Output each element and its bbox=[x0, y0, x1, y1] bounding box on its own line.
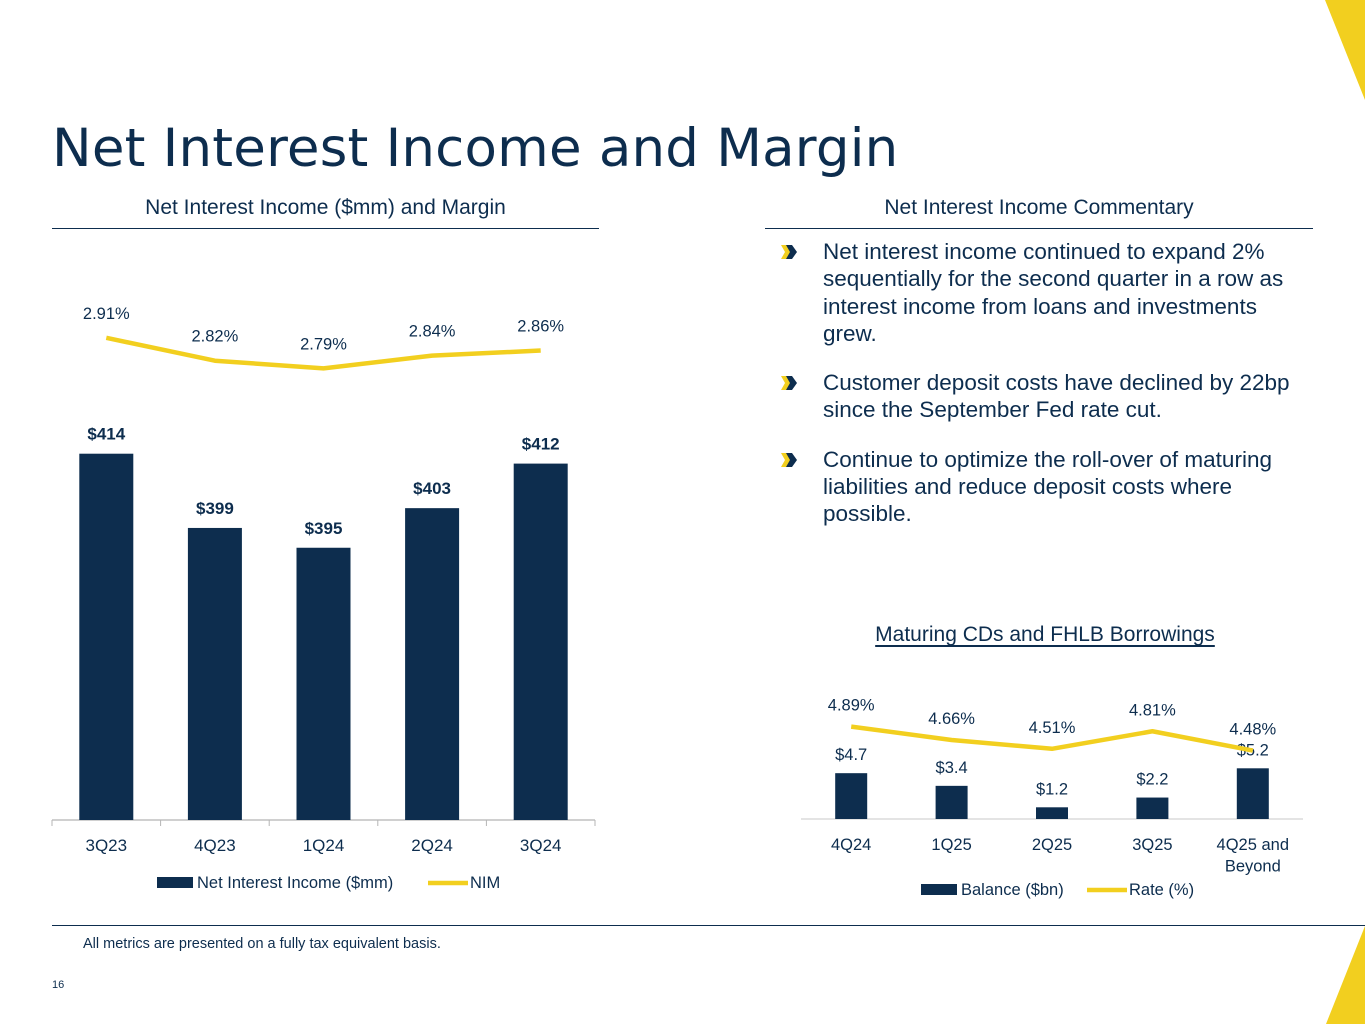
maturing-chart-title: Maturing CDs and FHLB Borrowings bbox=[765, 623, 1325, 647]
x-tick-label-line: 3Q25 bbox=[1132, 836, 1172, 854]
bar bbox=[835, 773, 868, 819]
x-tick-label-line: 4Q24 bbox=[831, 836, 871, 854]
commentary-list: Net interest income continued to expand … bbox=[778, 238, 1308, 550]
x-tick-label: 1Q25 bbox=[931, 836, 971, 854]
bar-value-label: $403 bbox=[413, 479, 451, 498]
legend-bar-label: Balance ($bn) bbox=[961, 881, 1064, 899]
bar-value-label: $4.7 bbox=[835, 746, 867, 764]
bar bbox=[405, 508, 460, 820]
x-tick-label: 4Q25 and Beyond bbox=[1217, 836, 1289, 876]
legend-bar-label: Net Interest Income ($mm) bbox=[197, 874, 393, 892]
x-tick-label-line: 4Q23 bbox=[194, 836, 236, 855]
legend-bar-swatch bbox=[921, 884, 957, 895]
line-value-label: 2.91% bbox=[83, 305, 130, 323]
line-value-label: 2.86% bbox=[517, 318, 564, 336]
line-value-label: 2.82% bbox=[192, 328, 239, 346]
x-tick-label: 3Q25 bbox=[1132, 836, 1172, 854]
x-tick-label-line: 1Q25 bbox=[931, 836, 971, 854]
commentary-item: Customer deposit costs have declined by … bbox=[778, 369, 1308, 424]
bar bbox=[1036, 807, 1068, 819]
bar bbox=[1236, 768, 1269, 819]
bar bbox=[1136, 797, 1169, 819]
x-tick-label: 3Q24 bbox=[520, 836, 562, 855]
x-tick-label-line: Beyond bbox=[1225, 858, 1281, 876]
x-tick-label: 2Q25 bbox=[1032, 836, 1072, 854]
bar bbox=[513, 463, 568, 820]
page-number: 16 bbox=[52, 979, 65, 991]
legend-line-label: Rate (%) bbox=[1129, 881, 1194, 899]
bar bbox=[79, 453, 134, 820]
chevron-bullet-icon bbox=[781, 452, 797, 467]
x-tick-label-line: 1Q24 bbox=[303, 836, 345, 855]
commentary-item: Continue to optimize the roll-over of ma… bbox=[778, 446, 1308, 528]
line-series bbox=[850, 724, 1254, 753]
x-tick-label: 4Q24 bbox=[831, 836, 871, 854]
bar-value-label: $395 bbox=[305, 519, 343, 538]
x-tick-label: 3Q23 bbox=[86, 836, 128, 855]
x-tick-label-line: 2Q25 bbox=[1032, 836, 1072, 854]
line-value-label: 4.81% bbox=[1129, 701, 1176, 719]
x-tick-label-line: 3Q23 bbox=[86, 836, 128, 855]
bar-value-label: $399 bbox=[196, 499, 234, 518]
line-value-label: 2.79% bbox=[300, 335, 347, 353]
legend-line-label: NIM bbox=[470, 874, 500, 892]
right-section-title: Net Interest Income Commentary bbox=[765, 194, 1313, 229]
maturing-chart-title-text: Maturing CDs and FHLB Borrowings bbox=[875, 623, 1215, 646]
bar bbox=[935, 785, 968, 819]
x-tick-label-line: 4Q25 and bbox=[1217, 836, 1289, 854]
bar-value-label: $3.4 bbox=[936, 759, 968, 777]
line-value-label: 4.89% bbox=[828, 697, 875, 715]
line-value-label: 4.51% bbox=[1029, 719, 1076, 737]
commentary-item: Net interest income continued to expand … bbox=[778, 238, 1308, 347]
legend-bar-swatch bbox=[157, 877, 193, 888]
line-value-label: 4.48% bbox=[1229, 721, 1276, 739]
bar-value-label: $2.2 bbox=[1136, 771, 1168, 789]
line-value-label: 2.84% bbox=[409, 323, 456, 341]
x-tick-label-line: 3Q24 bbox=[520, 836, 562, 855]
x-tick-label: 4Q23 bbox=[194, 836, 236, 855]
bar-value-label: $1.2 bbox=[1036, 780, 1068, 798]
chevron-bullet-icon bbox=[781, 245, 797, 259]
line-series bbox=[105, 335, 541, 371]
left-section-title: Net Interest Income ($mm) and Margin bbox=[52, 194, 599, 229]
x-tick-label: 1Q24 bbox=[303, 836, 345, 855]
bar-value-label: $414 bbox=[87, 425, 125, 444]
commentary-text: Customer deposit costs have declined by … bbox=[823, 370, 1290, 423]
bar-value-label: $412 bbox=[522, 435, 560, 454]
bar bbox=[187, 527, 242, 820]
footnote: All metrics are presented on a fully tax… bbox=[83, 936, 441, 952]
line-value-label: 4.66% bbox=[928, 710, 975, 728]
bar bbox=[296, 547, 351, 820]
page-title: Net Interest Income and Margin bbox=[52, 118, 899, 179]
x-tick-label: 2Q24 bbox=[411, 836, 453, 855]
footer-divider bbox=[52, 925, 1365, 926]
commentary-text: Net interest income continued to expand … bbox=[823, 239, 1284, 346]
x-tick-label-line: 2Q24 bbox=[411, 836, 453, 855]
commentary-text: Continue to optimize the roll-over of ma… bbox=[823, 446, 1272, 527]
chevron-bullet-icon bbox=[781, 376, 797, 391]
